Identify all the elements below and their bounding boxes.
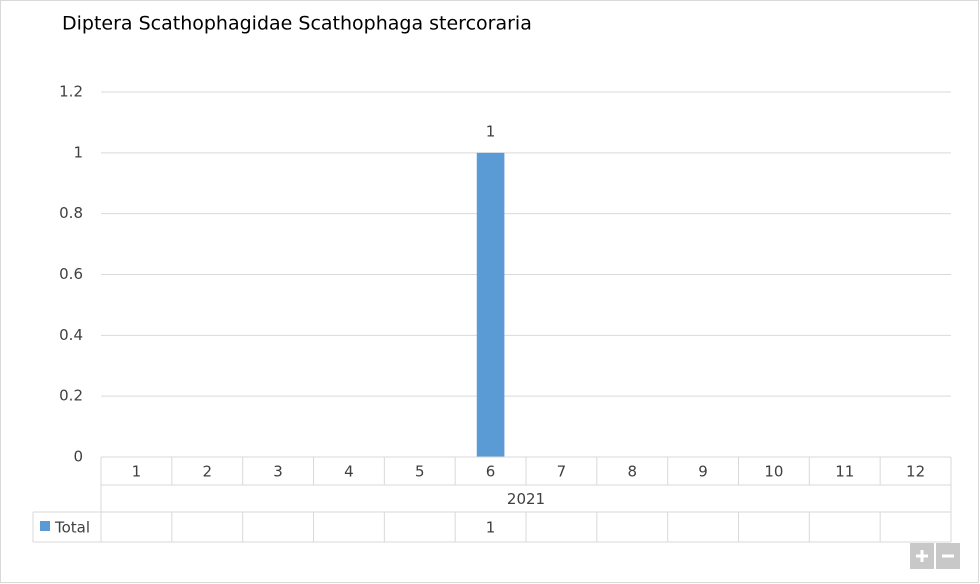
y-tick-label: 0 [73,448,83,466]
x-tick-label: 7 [557,463,567,481]
x-tick-label: 9 [698,463,708,481]
x-tick-label: 8 [627,463,637,481]
x-tick-label: 12 [906,463,925,481]
x-tick-label: 2 [202,463,212,481]
data-label: 1 [486,122,496,140]
x-tick-label: 5 [415,463,425,481]
y-tick-label: 0.4 [59,326,83,344]
y-tick-label: 0.2 [59,387,83,405]
zoom-in-icon [916,550,928,562]
y-tick-label: 0.6 [59,265,83,283]
chart-title: Diptera Scathophagidae Scathophaga sterc… [62,13,532,35]
legend-swatch [40,521,50,531]
x-tick-label: 10 [764,463,783,481]
x-tick-label: 3 [273,463,283,481]
category-group-label: 2021 [507,490,545,508]
table-value: 1 [486,519,496,537]
y-tick-label: 0.8 [59,204,83,222]
x-tick-label: 11 [835,463,854,481]
y-tick-label: 1 [73,143,83,161]
y-tick-label: 1.2 [59,83,83,101]
zoom-controls [910,543,960,569]
bar [476,152,505,458]
x-tick-label: 6 [486,463,496,481]
x-tick-label: 1 [132,463,142,481]
x-tick-label: 4 [344,463,354,481]
legend-label: Total [54,519,90,537]
